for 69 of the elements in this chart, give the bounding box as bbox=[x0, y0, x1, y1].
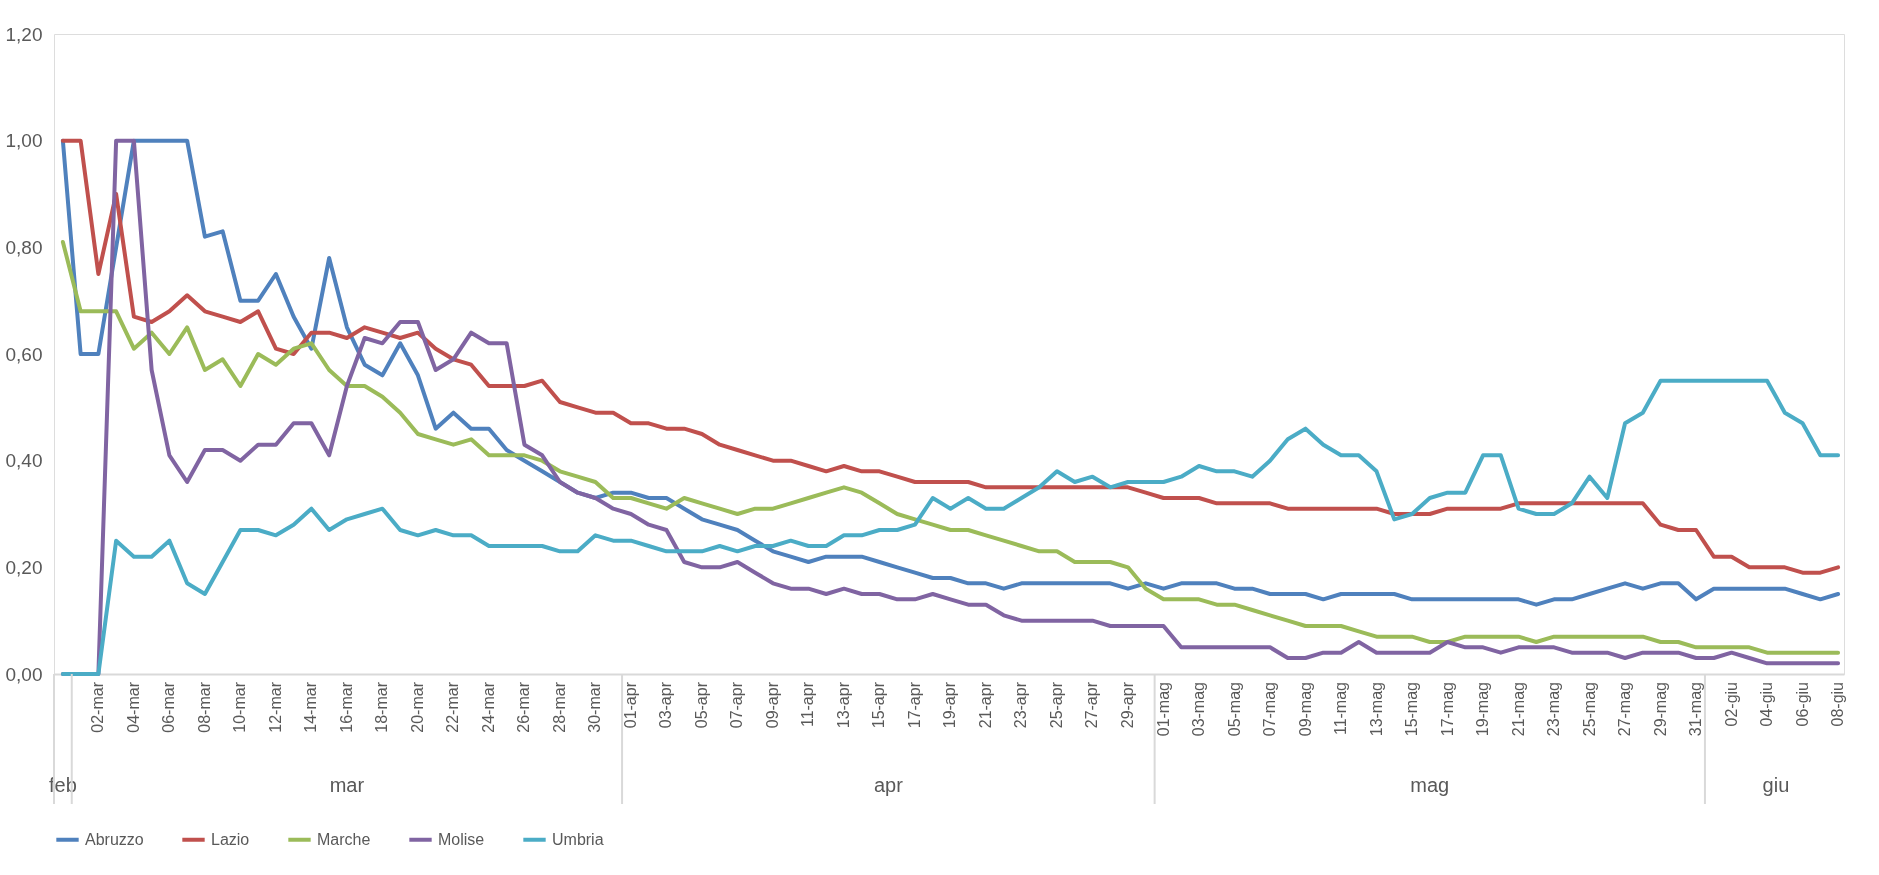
y-tick-label: 0,20 bbox=[5, 556, 43, 578]
x-tick-label: 29-mag bbox=[1651, 682, 1669, 737]
x-tick-label: 01-apr bbox=[621, 681, 639, 729]
y-tick-label: 0,40 bbox=[5, 450, 43, 472]
x-tick-label: 07-apr bbox=[728, 681, 746, 729]
x-tick-label: 13-apr bbox=[834, 681, 852, 729]
y-tick-label: 0,80 bbox=[5, 236, 43, 258]
x-tick-label: 01-mag bbox=[1154, 682, 1172, 737]
x-tick-label: 17-mag bbox=[1438, 682, 1456, 737]
x-tick-label: 04-giu bbox=[1758, 682, 1776, 727]
x-tick-label: 15-apr bbox=[870, 681, 888, 729]
x-tick-label: 21-mag bbox=[1509, 682, 1527, 737]
y-tick-label: 1,00 bbox=[5, 130, 43, 152]
legend-label: Molise bbox=[438, 830, 485, 848]
x-tick-label: 18-mar bbox=[373, 681, 391, 733]
line-series bbox=[60, 378, 1841, 676]
x-tick-label: 14-mar bbox=[302, 681, 320, 733]
legend-label: Abruzzo bbox=[85, 830, 144, 848]
x-tick-label: 31-mag bbox=[1687, 682, 1705, 737]
x-tick-label: 17-apr bbox=[905, 681, 923, 729]
x-tick-label: 02-mar bbox=[89, 681, 107, 733]
x-tick-label: 24-mar bbox=[479, 681, 497, 733]
x-tick-label: 29-apr bbox=[1119, 681, 1136, 729]
x-tick-label: 06-mar bbox=[160, 681, 178, 733]
x-tick-label: 25-mag bbox=[1580, 682, 1598, 737]
text: giu bbox=[1762, 774, 1790, 796]
x-tick-label: 08-mar bbox=[195, 681, 213, 733]
x-tick-label: 03-apr bbox=[657, 681, 675, 729]
legend-label: Marche bbox=[317, 830, 371, 848]
x-tick-label: 30-mar bbox=[586, 681, 604, 733]
x-tick-label: 26-mar bbox=[515, 681, 533, 733]
x-tick-label: 04-mar bbox=[124, 681, 142, 733]
x-tick-label: 27-mag bbox=[1616, 682, 1634, 737]
y-tick-label: 0,60 bbox=[5, 343, 43, 365]
y-tick-label: 0,00 bbox=[5, 663, 43, 685]
x-tick-label: 19-mag bbox=[1474, 682, 1492, 737]
x-tick-label: 19-apr bbox=[941, 681, 959, 729]
x-tick-label: 20-mar bbox=[408, 681, 426, 733]
x-tick-label: 28-mar bbox=[550, 681, 568, 733]
x-tick-label: 06-giu bbox=[1793, 682, 1811, 727]
x-tick-label: 22-mar bbox=[444, 681, 462, 733]
text: apr bbox=[873, 774, 904, 796]
x-tick-label: 08-giu bbox=[1829, 682, 1847, 727]
x-tick-label: 05-apr bbox=[692, 681, 710, 729]
text: mag bbox=[1410, 774, 1450, 796]
x-tick-label: 21-apr bbox=[976, 681, 994, 729]
x-tick-label: 09-apr bbox=[763, 681, 781, 729]
x-tick-label: 10-mar bbox=[231, 681, 249, 733]
x-tick-label: 16-mar bbox=[337, 681, 355, 733]
x-tick-label: 11-apr bbox=[799, 681, 817, 728]
x-tick-label: 27-apr bbox=[1083, 681, 1101, 729]
text: mar bbox=[329, 774, 365, 796]
x-tick-label: 12-mar bbox=[266, 681, 284, 733]
legend-label: Umbria bbox=[552, 830, 604, 848]
x-tick-label: 11-mag bbox=[1332, 682, 1350, 736]
x-tick-label: 23-mag bbox=[1545, 682, 1563, 737]
x-tick-label: 25-apr bbox=[1047, 681, 1065, 729]
x-tick-label: 03-mag bbox=[1190, 682, 1208, 737]
x-tick-label: 15-mag bbox=[1403, 682, 1421, 737]
x-tick-label: 07-mag bbox=[1261, 682, 1279, 737]
legend-label: Lazio bbox=[211, 830, 250, 848]
x-tick-label: 02-giu bbox=[1722, 682, 1740, 727]
x-tick-label: 05-mag bbox=[1225, 682, 1243, 737]
text: feb bbox=[48, 774, 77, 796]
x-tick-label: 13-mag bbox=[1367, 682, 1385, 737]
x-tick-label: 23-apr bbox=[1012, 681, 1030, 729]
line-series bbox=[60, 240, 1841, 655]
y-tick-label: 1,20 bbox=[5, 23, 43, 45]
x-tick-label: 09-mag bbox=[1296, 682, 1314, 737]
